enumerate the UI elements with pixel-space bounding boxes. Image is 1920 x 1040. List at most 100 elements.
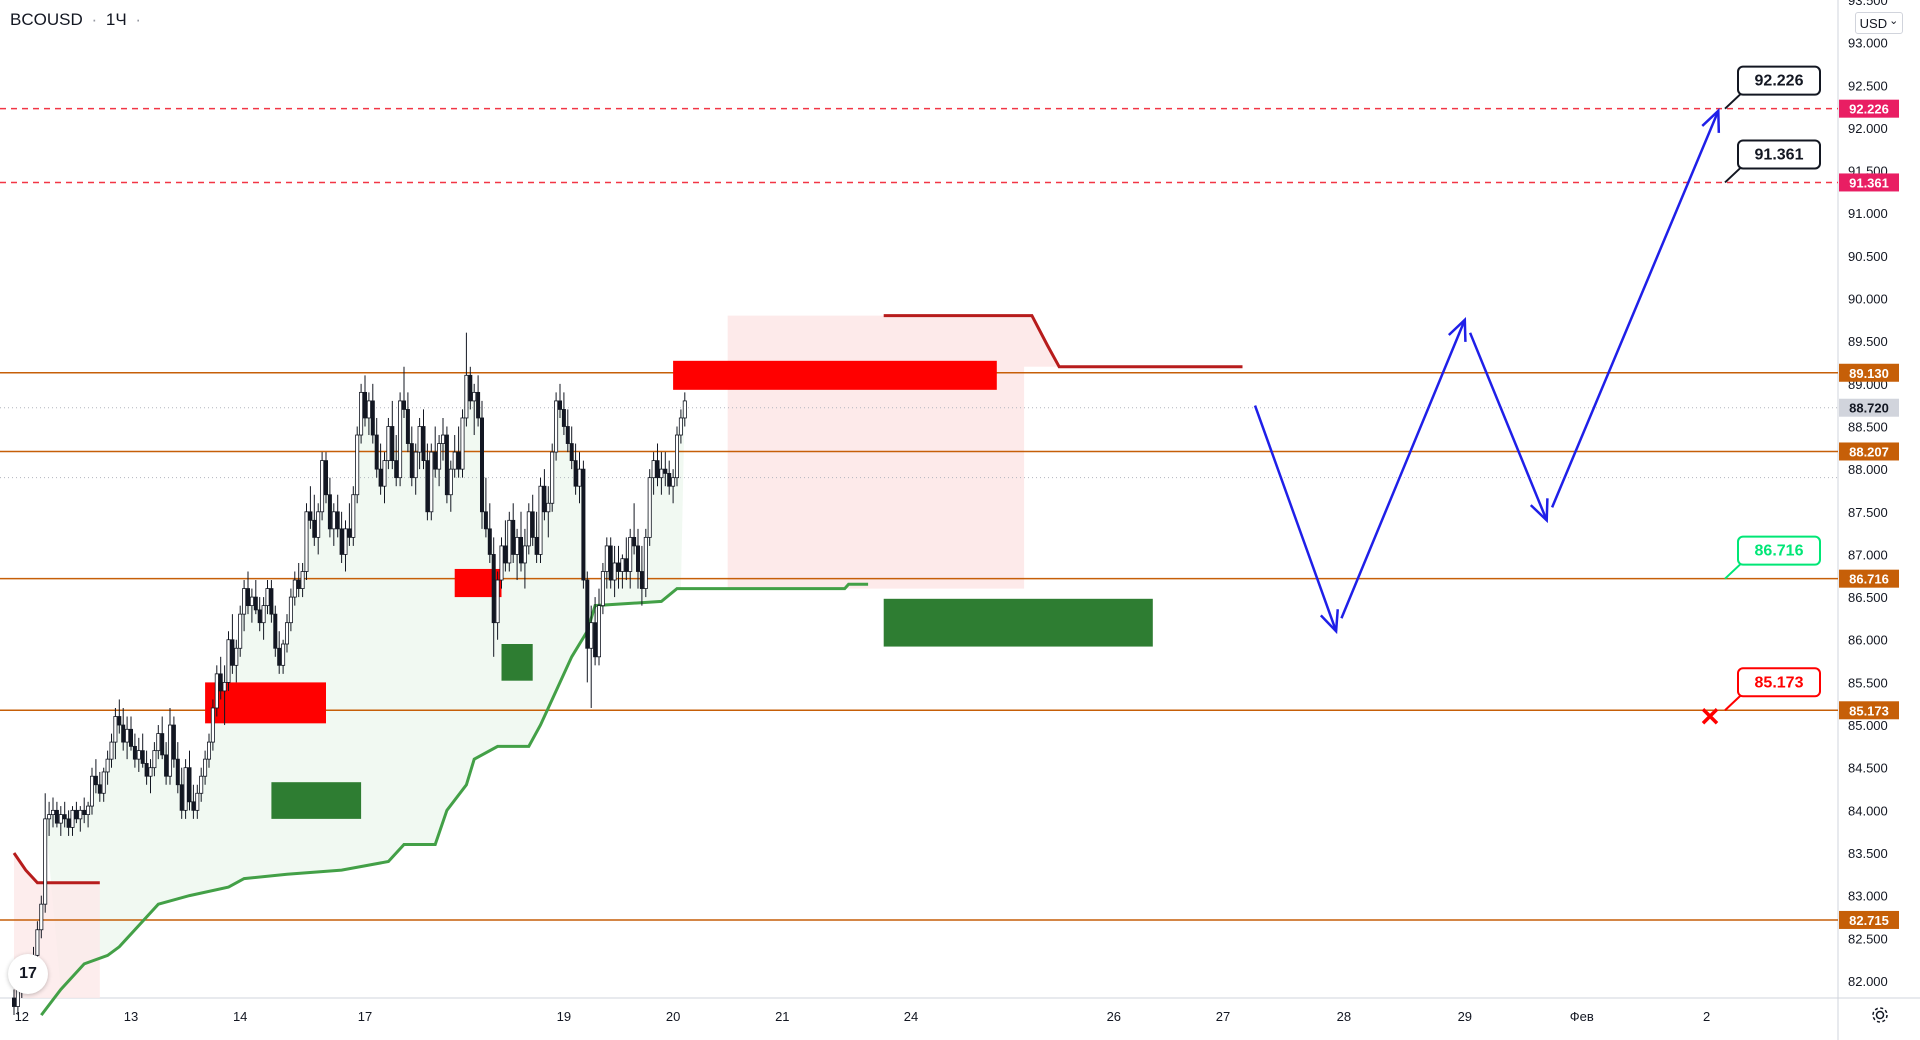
symbol-name[interactable]: BCOUSD	[10, 10, 83, 29]
candle-body	[253, 596, 258, 611]
y-tick-label-4: 84.000	[1848, 803, 1888, 818]
candle	[331, 503, 336, 546]
x-tick-label-11: 29	[1458, 1009, 1472, 1024]
candle	[663, 452, 668, 487]
axis-label-level-3-bg	[1839, 701, 1899, 720]
candle	[612, 545, 617, 598]
candle	[238, 605, 243, 657]
support-zone-3	[501, 644, 533, 681]
target-callout-0-box	[1737, 65, 1821, 96]
candle-body	[370, 400, 375, 436]
candle	[374, 417, 379, 478]
forecast-arrow-0	[1319, 609, 1339, 635]
candle	[265, 580, 270, 615]
tradingview-logo[interactable]: 17	[8, 954, 48, 994]
candle	[620, 554, 625, 589]
axis-label-target-0-bg	[1839, 99, 1899, 118]
x-tick-label-9: 27	[1216, 1009, 1230, 1024]
candle-body	[152, 750, 157, 769]
candle-body	[148, 767, 153, 777]
candle	[409, 426, 414, 487]
candle-body	[452, 451, 457, 470]
axis-label-target-0: 92.226	[1849, 102, 1889, 117]
candle	[179, 767, 184, 819]
candle-body	[288, 596, 293, 624]
candle-body	[671, 477, 676, 487]
candle-body	[136, 750, 141, 760]
candle-body	[366, 400, 371, 419]
candle	[362, 375, 367, 427]
candle	[597, 588, 602, 666]
symbol-header[interactable]: BCOUSD · 1Ч ·	[10, 10, 145, 30]
forecast-arrow-1	[1447, 317, 1467, 342]
candle	[97, 771, 102, 802]
axis-label-level-4: 82.715	[1849, 913, 1889, 928]
candle-body	[530, 511, 535, 538]
gear-icon[interactable]	[1868, 1003, 1892, 1027]
candle-body	[421, 426, 426, 462]
candle-body	[573, 460, 578, 487]
interval-label[interactable]: 1Ч	[105, 10, 127, 29]
candle	[54, 801, 59, 828]
candle	[175, 742, 180, 794]
axis-label-level-0-bg	[1839, 363, 1899, 382]
candle	[499, 537, 504, 589]
candle	[394, 435, 399, 487]
candle	[487, 503, 492, 563]
candle-body	[218, 673, 223, 692]
candle-body	[203, 758, 208, 777]
candle	[132, 733, 137, 768]
candle	[456, 426, 461, 478]
candle-body	[39, 903, 44, 931]
candle-body	[351, 494, 356, 538]
trail-green-fill	[45, 375, 685, 990]
candle	[113, 707, 118, 760]
candle	[628, 528, 633, 589]
candle	[675, 426, 680, 487]
candle	[507, 511, 512, 572]
candle	[671, 469, 676, 504]
candle-body	[284, 622, 289, 645]
candle	[296, 562, 301, 598]
candle	[284, 614, 289, 653]
x-tick-label-0: 12	[15, 1009, 29, 1024]
candle-body	[659, 468, 664, 479]
candle-body	[405, 409, 410, 444]
candle	[144, 750, 149, 785]
candle	[156, 725, 161, 760]
forecast-segment-2	[1468, 332, 1548, 521]
candle-body	[191, 801, 196, 811]
currency-selector[interactable]: USD ⌄	[1855, 12, 1903, 34]
candle-body	[417, 426, 422, 453]
candle	[218, 656, 223, 700]
candle	[191, 784, 196, 819]
candle	[678, 409, 683, 444]
candle-body	[210, 707, 215, 743]
candle-body	[347, 528, 352, 538]
target-callout-1-box	[1737, 139, 1821, 170]
forecast-segment-1	[1340, 319, 1466, 619]
candle	[351, 486, 356, 546]
candle	[429, 443, 434, 521]
candle-body	[312, 519, 317, 538]
candle-body	[413, 451, 418, 479]
candle	[589, 605, 594, 708]
axis-label-target-1: 91.361	[1849, 175, 1889, 190]
candle	[542, 469, 547, 521]
candle-body	[144, 763, 149, 777]
candle-body	[675, 434, 680, 479]
candle	[335, 494, 340, 538]
candle-body	[339, 528, 344, 555]
candle	[347, 503, 352, 546]
candle-body	[464, 374, 469, 419]
candle	[323, 452, 328, 504]
candle	[667, 460, 672, 495]
candle-body	[245, 588, 250, 607]
candle	[370, 383, 375, 444]
candle	[600, 562, 605, 615]
candle-body	[35, 929, 40, 956]
candle-body	[394, 460, 399, 479]
candle	[561, 392, 566, 436]
candle	[401, 366, 406, 418]
